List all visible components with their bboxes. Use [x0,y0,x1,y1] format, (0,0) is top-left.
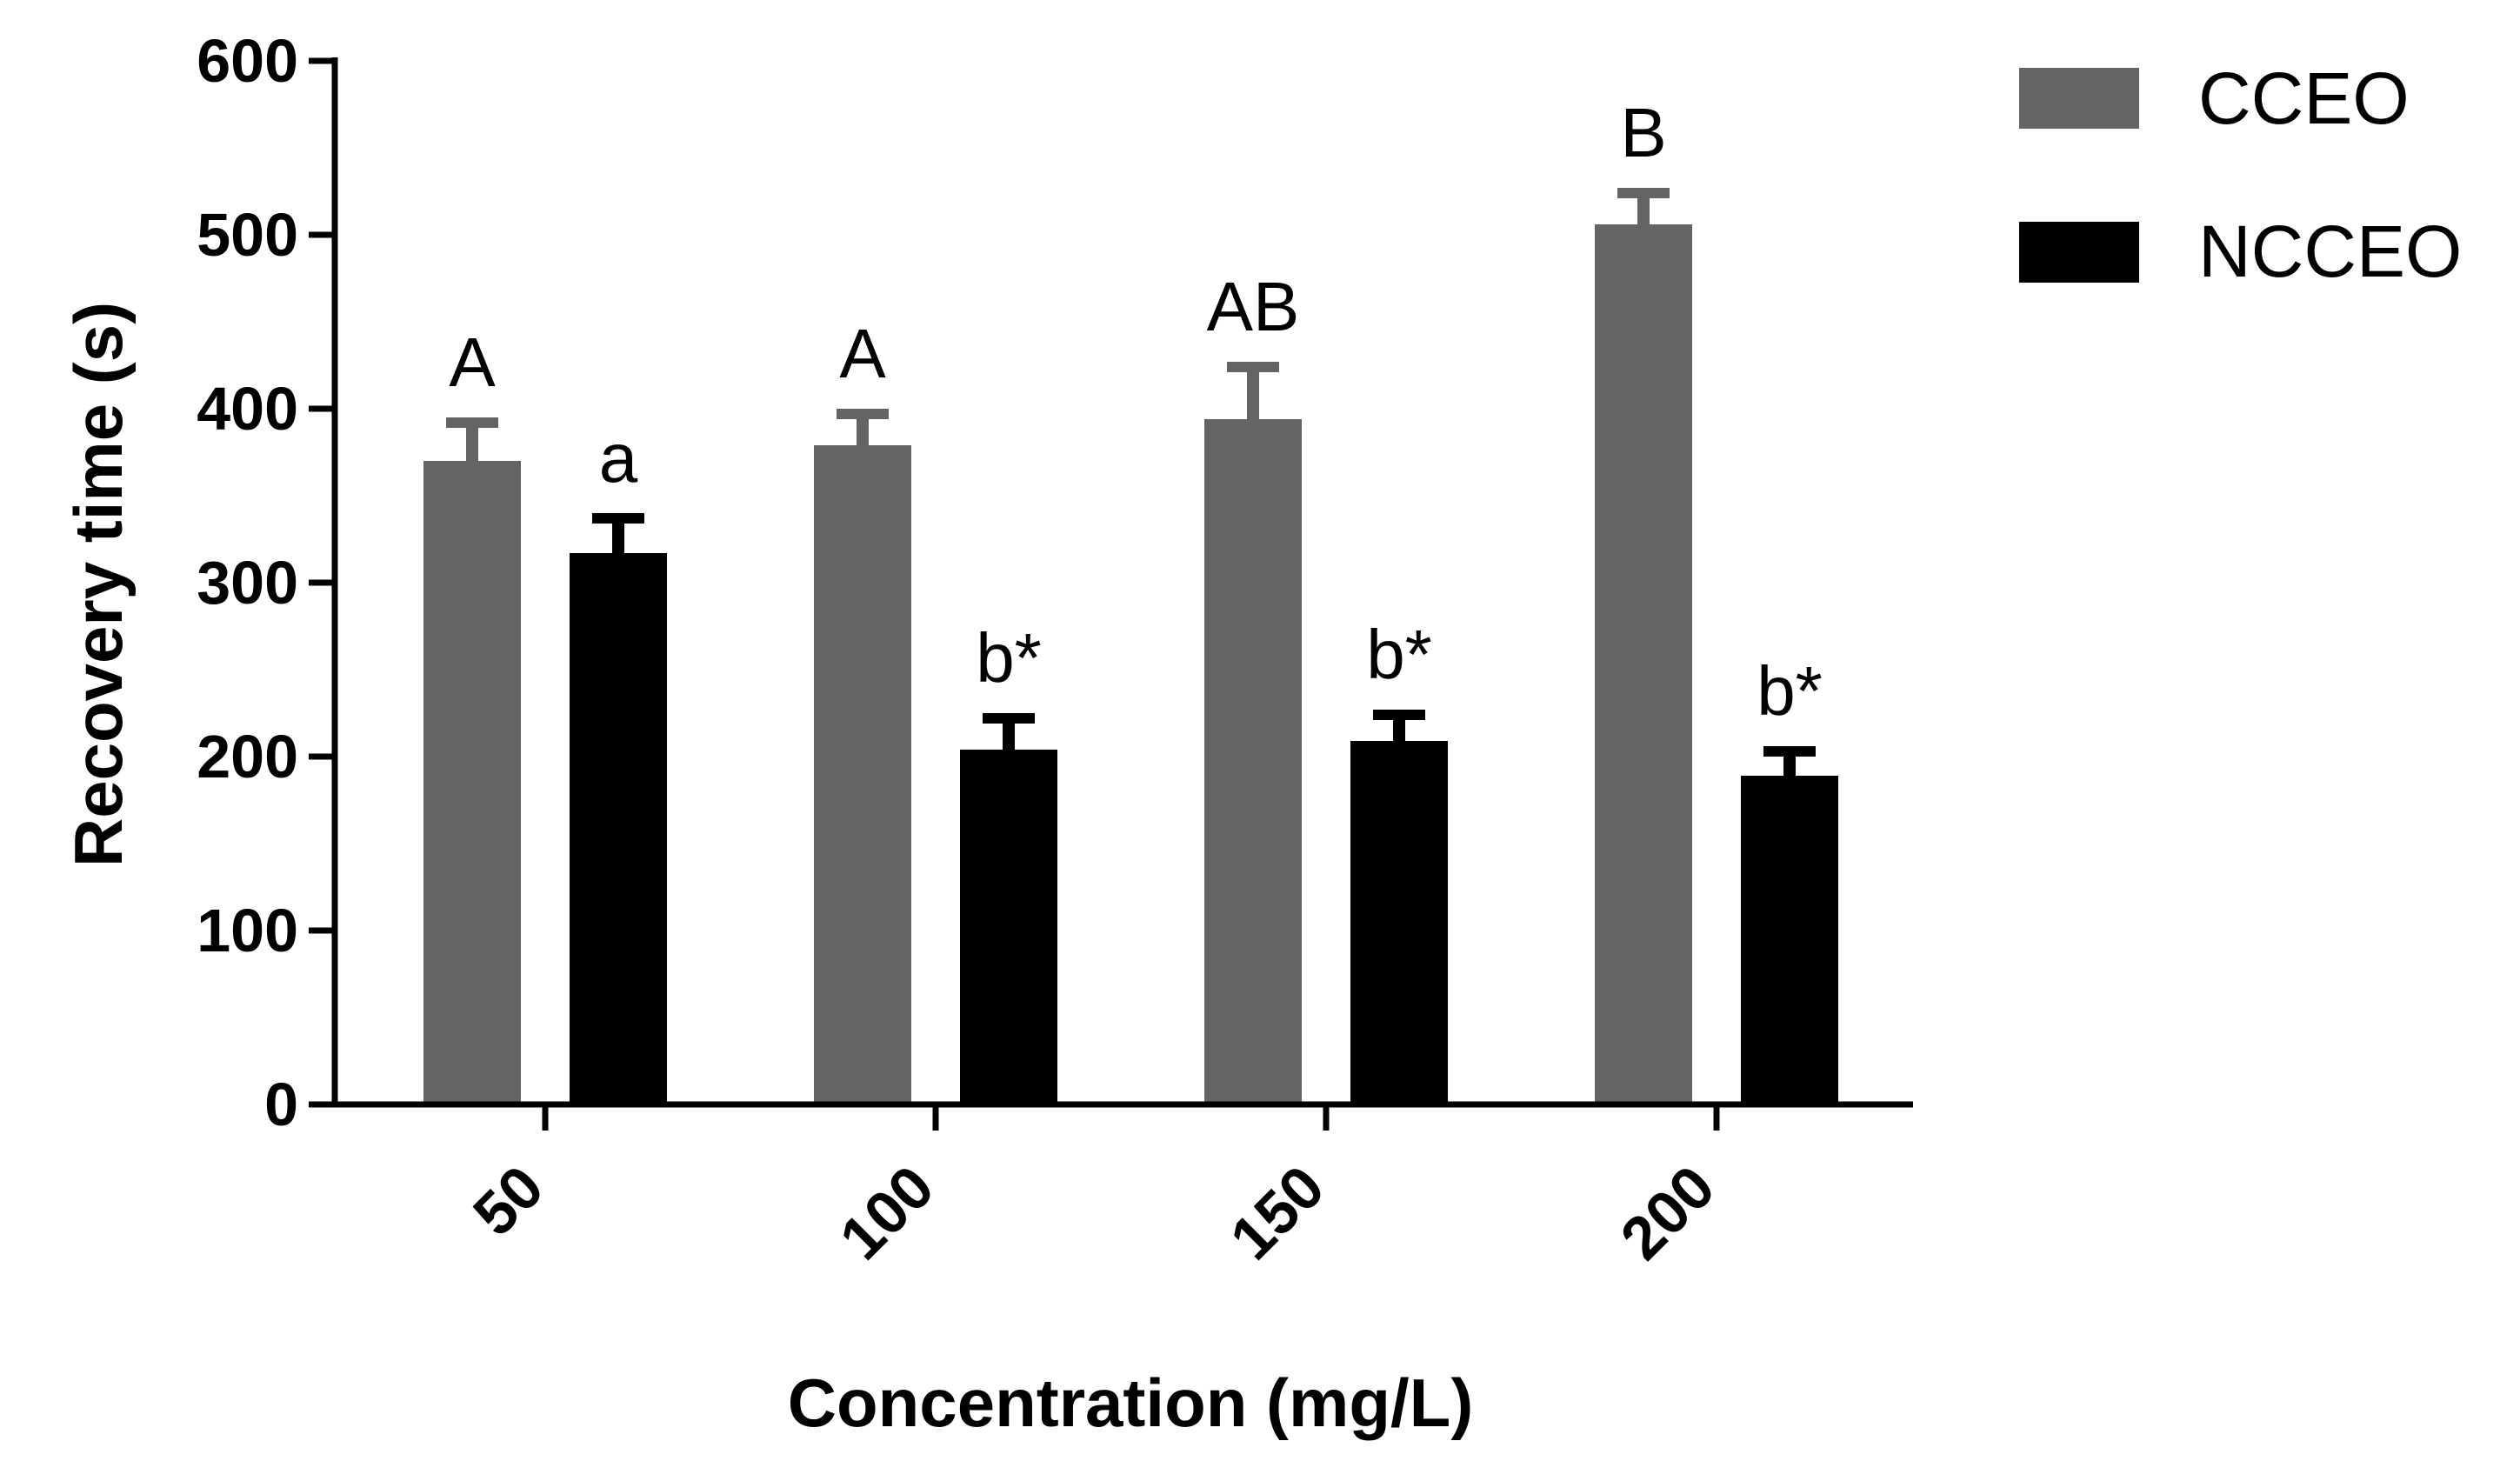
y-tick-label: 200 [197,723,298,791]
y-tick-label: 0 [264,1071,298,1138]
x-tick-label: 100 [827,1152,947,1272]
bar-cceo-50 [423,461,521,1104]
legend-label-ncceo: NCCEO [2198,210,2462,292]
bar-ncceo-100 [960,750,1057,1104]
x-tick-label: 50 [460,1152,556,1248]
x-tick-label: 150 [1217,1152,1337,1272]
significance-label: AB [1207,268,1300,345]
bar-cceo-100 [814,445,911,1104]
y-tick-label: 600 [197,27,298,95]
legend: CCEO NCCEO [2019,57,2462,292]
bar-cceo-200 [1595,224,1692,1104]
bars-layer [423,224,1838,1104]
y-tick-label: 300 [197,549,298,617]
legend-swatch-ncceo [2019,222,2139,283]
annotations-layer: Aa Ab* AB b* Bb* [449,94,1822,730]
x-tick-label: 200 [1608,1152,1728,1272]
bar-ncceo-200 [1741,776,1838,1104]
significance-label: a [599,419,638,497]
significance-label: B [1620,94,1666,171]
y-tick-label: 100 [197,897,298,964]
legend-label-cceo: CCEO [2198,57,2410,139]
significance-label: b* [1757,652,1823,730]
significance-label: b* [976,619,1042,697]
bar-cceo-150 [1204,419,1302,1104]
x-axis-title: Concentration (mg/L) [788,1364,1474,1441]
y-tick-label: 500 [197,201,298,269]
bar-ncceo-50 [570,553,667,1104]
error-bars-layer [446,188,1816,776]
y-axis-title: Recovery time (s) [60,302,137,867]
bar-ncceo-150 [1350,741,1448,1104]
significance-label: A [449,324,496,401]
significance-label: A [839,315,886,392]
significance-label: b* [1366,616,1432,693]
y-tick-label: 400 [197,375,298,443]
legend-swatch-cceo [2019,68,2139,129]
